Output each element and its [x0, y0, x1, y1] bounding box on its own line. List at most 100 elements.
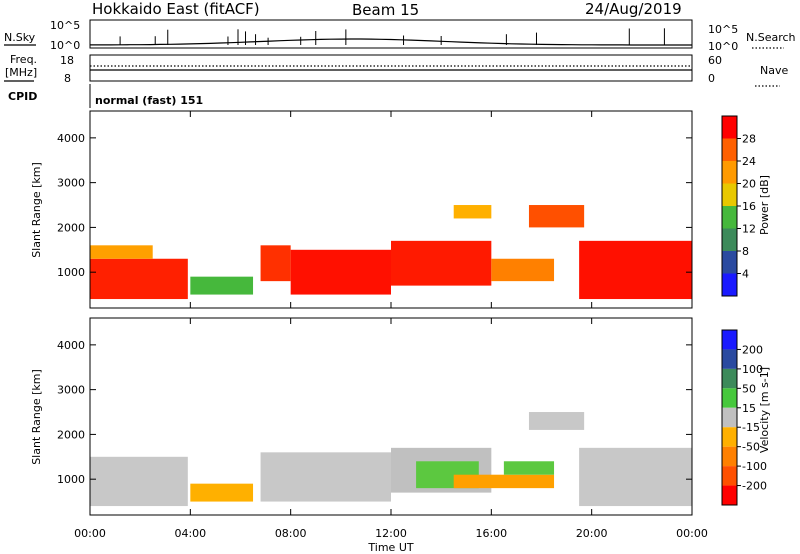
nave-tick-top: 60 [708, 54, 722, 67]
velocity-colorbar-tick-label: 15 [742, 402, 756, 415]
power-band [453, 205, 492, 219]
power-colorbar-tick-label: 20 [742, 178, 756, 191]
power-ylabel: Slant Range [km] [30, 162, 43, 258]
power-ytick-label: 2000 [57, 221, 85, 234]
time-tick-label: 00:00 [74, 527, 106, 540]
nsky-panel [89, 19, 693, 49]
velocity-colorbar-segment [722, 368, 737, 389]
velocity-colorbar-segment [722, 407, 737, 428]
cpid-label: CPID [8, 90, 37, 103]
velocity-ytick-label: 3000 [57, 384, 85, 397]
power-colorbar-segment [722, 228, 737, 251]
velocity-colorbar-segment [722, 388, 737, 408]
power-colorbar-tick-label: 4 [742, 268, 749, 281]
power-axes: 1000 2000 3000 4000 [57, 111, 693, 308]
power-band [491, 258, 555, 282]
time-tick-label: 16:00 [475, 527, 507, 540]
velocity-colorbar-tick-label: -50 [742, 441, 760, 454]
power-colorbar-tick-label: 16 [742, 200, 756, 213]
power-heatmap [90, 205, 692, 300]
power-ytick-label: 3000 [57, 177, 85, 190]
date-title: 24/Aug/2019 [585, 0, 682, 18]
power-colorbar-segment [722, 206, 737, 229]
time-tick-label: 04:00 [174, 527, 206, 540]
power-colorbar: 4 8 12 16 20 24 28 [721, 115, 756, 297]
velocity-colorbar-tick-label: 50 [742, 382, 756, 395]
power-band [90, 245, 153, 259]
power-colorbar-tick-label: 24 [742, 155, 756, 168]
velocity-ylabel: Slant Range [km] [30, 369, 43, 465]
power-colorbar-segment [722, 183, 737, 206]
velocity-colorbar-segment [722, 330, 737, 350]
radar-title: Hokkaido East (fitACF) [92, 0, 260, 18]
power-colorbar-tick-label: 28 [742, 133, 756, 146]
power-colorbar-tick-label: 12 [742, 223, 756, 236]
velocity-colorbar-tick-label: -15 [742, 421, 760, 434]
power-colorbar-tick-label: 8 [742, 245, 749, 258]
power-band [528, 205, 585, 228]
power-band [579, 240, 692, 300]
velocity-colorbar-label: Velocity [m s-1] [758, 367, 771, 453]
power-colorbar-segment [722, 116, 737, 139]
freq-tick-top: 18 [60, 54, 74, 67]
power-colorbar-segment [722, 251, 737, 274]
velocity-colorbar-frame [721, 329, 738, 506]
power-ytick-label: 1000 [57, 266, 85, 279]
velocity-colorbar-tick-label: -100 [742, 460, 767, 473]
velocity-colorbar-segment [722, 349, 737, 369]
velocity-ytick-label: 4000 [57, 339, 85, 352]
power-colorbar-label: Power [dB] [758, 175, 771, 235]
velocity-band [503, 461, 555, 475]
velocity-axes: 1000 2000 3000 4000 [57, 318, 693, 515]
nsky-trace [90, 38, 692, 46]
power-band [391, 240, 492, 286]
nsky-tick-bottom: 10^0 [50, 39, 80, 52]
velocity-colorbar-tick-label: -200 [742, 480, 767, 493]
time-tick-label: 20:00 [576, 527, 608, 540]
velocity-band [579, 447, 692, 507]
time-tick-label: 00:00 [676, 527, 708, 540]
power-ytick-label: 4000 [57, 132, 85, 145]
nsky-label: N.Sky [4, 31, 36, 44]
velocity-colorbar: 200 100 50 15 -15 -50 -100 -200 [721, 329, 767, 506]
velocity-colorbar-segment [722, 466, 737, 486]
velocity-band [260, 452, 391, 502]
power-colorbar-segment [722, 161, 737, 184]
time-tick-label: 08:00 [275, 527, 307, 540]
nsky-tick-top: 10^5 [50, 19, 80, 32]
beam-title: Beam 15 [352, 1, 419, 19]
velocity-band [528, 412, 585, 430]
velocity-heatmap [90, 412, 692, 507]
nsearch-label: N.Search [746, 31, 796, 44]
power-colorbar-segment [722, 138, 737, 161]
velocity-colorbar-segment [722, 427, 737, 447]
freq-tick-bottom: 8 [64, 72, 71, 85]
nsky-spikes [119, 28, 665, 45]
power-band [90, 258, 188, 300]
power-colorbar-segment [722, 273, 737, 296]
nave-tick-bottom: 0 [708, 72, 715, 85]
cpid-value: normal (fast) 151 [95, 94, 203, 107]
nsky-right-tick-top: 10^5 [708, 23, 738, 36]
velocity-colorbar-segment [722, 446, 737, 467]
power-band [190, 276, 254, 295]
time-tick-label: 12:00 [375, 527, 407, 540]
nsky-right-tick-bottom: 10^0 [708, 40, 738, 53]
velocity-band [90, 456, 188, 507]
power-band [260, 245, 291, 282]
time-axis: 00:00 04:00 08:00 12:00 16:00 20:00 00:00 [74, 527, 708, 540]
freq-label: Freq. [10, 53, 37, 66]
velocity-band [453, 474, 555, 489]
power-band [290, 249, 391, 295]
velocity-colorbar-tick-label: 100 [742, 363, 763, 376]
velocity-ytick-label: 1000 [57, 473, 85, 486]
velocity-ytick-label: 2000 [57, 428, 85, 441]
velocity-colorbar-segment [722, 485, 737, 505]
freq-unit-label: [MHz] [5, 66, 37, 79]
nave-label: Nave [760, 64, 788, 77]
velocity-band [190, 483, 254, 502]
velocity-colorbar-tick-label: 200 [742, 343, 763, 356]
freq-panel [89, 54, 693, 82]
time-axis-label: Time UT [367, 541, 413, 554]
